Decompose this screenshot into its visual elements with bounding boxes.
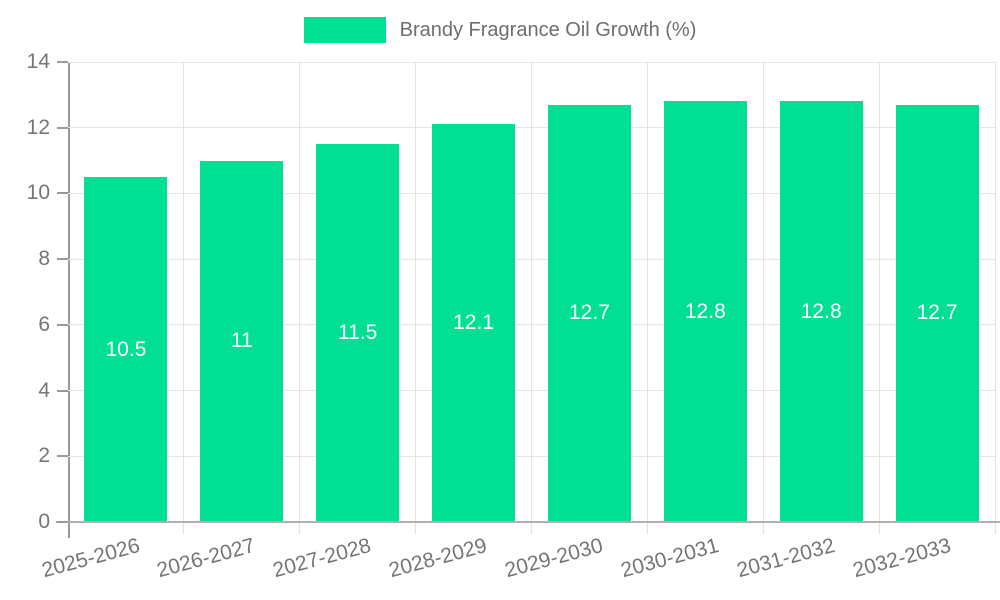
bar-2026-2027[interactable]: 11 [200, 160, 284, 522]
bar-value-label: 12.7 [569, 301, 610, 325]
x-tick-label: 2026-2027 [154, 534, 258, 583]
bar-value-label: 11 [230, 329, 253, 353]
bar-2032-2033[interactable]: 12.7 [895, 104, 979, 522]
bar-value-label: 12.8 [684, 299, 726, 323]
y-tick-mark [57, 389, 68, 392]
y-tick-label: 4 [38, 378, 50, 402]
gridline-vertical [646, 62, 648, 534]
y-tick-mark [57, 192, 68, 195]
gridline-vertical [878, 62, 880, 534]
bar-value-label: 12.1 [453, 311, 494, 335]
x-tick-label: 2025-2026 [38, 534, 142, 583]
x-tick-label: 2031-2032 [734, 534, 838, 583]
bar-2027-2028[interactable]: 11.5 [316, 144, 400, 522]
x-tick-label: 2027-2028 [270, 534, 374, 583]
y-tick-label: 6 [38, 312, 50, 336]
bar-2028-2029[interactable]: 12.1 [432, 124, 516, 522]
legend-label: Brandy Fragrance Oil Growth (%) [399, 18, 697, 41]
bar-value-label: 12.7 [916, 301, 958, 325]
gridline-vertical [762, 62, 764, 534]
x-tick-label: 2029-2030 [502, 534, 606, 583]
y-axis-line [68, 62, 70, 538]
legend: Brandy Fragrance Oil Growth (%) [0, 17, 1000, 43]
gridline-vertical [183, 62, 185, 534]
legend-swatch [303, 17, 386, 43]
y-tick-label: 14 [26, 50, 50, 73]
bar-value-label: 10.5 [105, 337, 147, 361]
y-tick-label: 12 [26, 115, 50, 139]
y-tick-label: 2 [38, 444, 50, 468]
bar-2031-2032[interactable]: 12.8 [779, 101, 863, 522]
x-axis-line [56, 521, 1000, 523]
gridline-vertical [531, 62, 532, 534]
y-tick-mark [57, 61, 68, 63]
legend-item[interactable]: Brandy Fragrance Oil Growth (%) [303, 17, 697, 43]
y-tick-mark [57, 126, 68, 129]
y-tick-mark [57, 521, 68, 523]
y-tick-label: 8 [38, 247, 50, 271]
x-tick-label: 2028-2029 [386, 534, 490, 583]
y-tick-mark [57, 258, 68, 261]
y-tick-mark [57, 455, 68, 458]
bar-2025-2026[interactable]: 10.5 [84, 177, 168, 522]
y-tick-mark [57, 323, 68, 326]
gridline-vertical [994, 62, 996, 534]
bar-value-label: 11.5 [338, 321, 378, 345]
bar-2029-2030[interactable]: 12.7 [547, 104, 631, 522]
gridline-vertical [415, 62, 417, 534]
y-tick-label: 10 [26, 181, 50, 205]
bar-value-label: 12.8 [800, 299, 842, 323]
x-tick-label: 2032-2033 [850, 534, 954, 583]
gridline-vertical [299, 62, 301, 534]
bar-2030-2031[interactable]: 12.8 [663, 101, 747, 522]
x-tick-label: 2030-2031 [618, 534, 722, 583]
y-tick-label: 0 [38, 510, 50, 533]
plot-area: 10.5 11 11.5 12.1 12.7 12.8 12.8 12.7 [68, 61, 996, 534]
